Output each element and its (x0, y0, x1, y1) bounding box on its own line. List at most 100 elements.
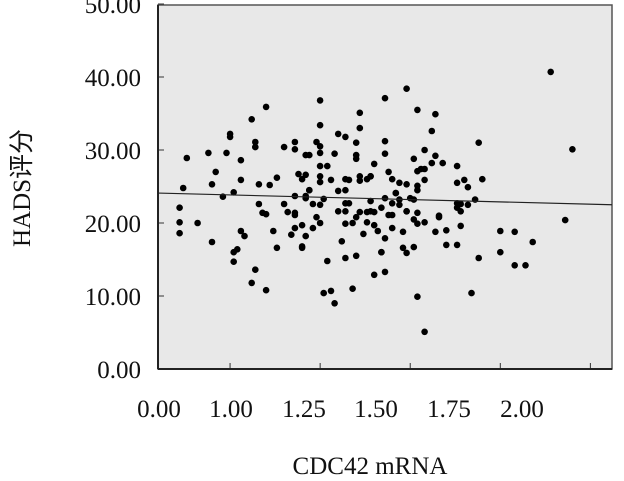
data-point (464, 183, 472, 191)
data-point (522, 262, 529, 269)
y-tick-label: 40.00 (85, 65, 141, 92)
data-point (266, 181, 274, 189)
data-point (230, 258, 237, 266)
data-point (324, 257, 331, 265)
data-point (237, 156, 245, 164)
data-point (309, 224, 317, 232)
data-point (381, 235, 389, 242)
data-point (399, 228, 407, 236)
data-point (316, 121, 324, 129)
x-tick-label: 2.00 (500, 396, 544, 423)
data-point (396, 179, 403, 187)
data-point (403, 249, 410, 257)
data-point (363, 208, 371, 216)
data-point (479, 175, 486, 183)
data-point (324, 162, 331, 170)
data-point (208, 181, 216, 188)
data-point (316, 149, 324, 157)
data-point (302, 232, 310, 240)
data-point (414, 106, 421, 114)
data-point (497, 248, 504, 256)
data-point (421, 146, 428, 154)
data-point (248, 279, 255, 287)
data-point (547, 68, 554, 76)
data-point (396, 201, 403, 209)
data-point (212, 168, 219, 176)
data-point (378, 204, 385, 211)
data-point (262, 210, 270, 218)
data-point (432, 228, 439, 236)
data-point (439, 159, 447, 167)
data-point (392, 189, 400, 197)
data-point (421, 176, 428, 184)
data-point (443, 227, 450, 234)
data-point (432, 152, 439, 160)
data-point (464, 201, 472, 209)
data-point (561, 216, 569, 224)
data-point (475, 254, 483, 262)
data-point (457, 200, 465, 208)
data-point (461, 176, 468, 184)
data-point (352, 252, 360, 260)
data-point (410, 155, 418, 163)
data-point (316, 201, 324, 209)
data-point (298, 244, 306, 252)
data-point (414, 186, 421, 194)
data-point (237, 176, 245, 184)
data-point (298, 175, 306, 183)
data-point (183, 154, 191, 162)
data-point (334, 208, 342, 215)
data-point (457, 222, 465, 230)
data-point (194, 219, 201, 227)
y-tick-label: 0.00 (97, 357, 141, 384)
data-point (352, 155, 360, 163)
data-point (453, 162, 461, 170)
data-point (316, 143, 324, 150)
data-point (453, 241, 461, 249)
data-point (385, 168, 392, 176)
data-point (280, 200, 288, 208)
data-point (334, 130, 342, 138)
data-point (352, 213, 360, 221)
data-point (381, 268, 389, 276)
data-point (374, 227, 382, 235)
data-point (381, 150, 389, 157)
data-point (370, 208, 378, 216)
data-point (432, 110, 439, 118)
data-point (252, 266, 259, 274)
plot-area (157, 4, 613, 370)
y-tick-label: 30.00 (85, 138, 141, 165)
data-point (428, 127, 436, 135)
data-point (313, 213, 320, 221)
data-point (316, 97, 324, 104)
y-tick-label: 20.00 (85, 211, 141, 238)
data-point (316, 173, 324, 180)
data-point (378, 248, 385, 256)
data-point (388, 224, 396, 232)
data-point (291, 146, 299, 153)
data-point (298, 221, 306, 229)
data-point (331, 300, 338, 307)
y-axis-title: HADS评分 (8, 129, 36, 247)
data-point (370, 160, 378, 168)
data-point (356, 208, 364, 216)
data-point (262, 103, 270, 111)
data-point (457, 208, 465, 215)
data-point (291, 138, 299, 146)
data-point (453, 179, 461, 187)
data-point (255, 200, 263, 208)
data-point (205, 149, 212, 157)
data-point (370, 221, 378, 229)
data-point (252, 138, 259, 146)
data-point (342, 220, 349, 227)
data-point (284, 208, 292, 216)
data-point (316, 219, 324, 227)
data-point (356, 109, 364, 117)
data-point (363, 219, 371, 226)
data-point (327, 176, 335, 184)
x-axis-title: CDC42 mRNA (293, 453, 448, 480)
data-point (421, 328, 428, 336)
data-points (176, 68, 576, 336)
regression-line (157, 192, 613, 206)
